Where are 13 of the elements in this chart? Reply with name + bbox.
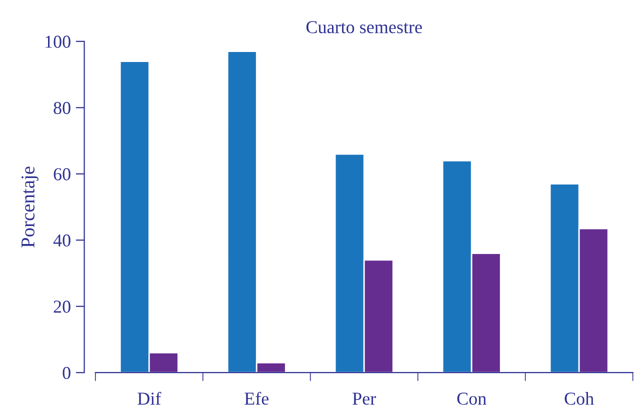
chart-title: Cuarto semestre: [306, 21, 422, 34]
x-tick-label: Coh: [564, 392, 594, 405]
y-tick-label: 40: [53, 234, 70, 247]
y-tick-label: 60: [54, 168, 70, 180]
y-tick-label: 20: [54, 300, 70, 313]
x-tick-label: Con: [457, 392, 486, 405]
y-tick-label: 100: [46, 36, 70, 48]
x-tick-label: Efe: [244, 392, 269, 405]
x-tick-label: Per: [352, 392, 376, 405]
x-tick-label: Dif: [138, 392, 162, 405]
y-tick-label: 80: [54, 102, 70, 114]
y-tick-label: 0: [62, 366, 70, 380]
y-axis-title: Porcentaje: [21, 166, 38, 248]
